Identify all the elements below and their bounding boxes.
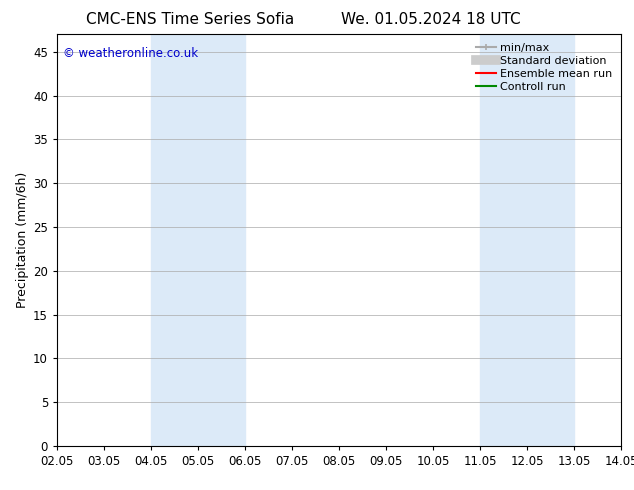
Legend: min/max, Standard deviation, Ensemble mean run, Controll run: min/max, Standard deviation, Ensemble me…: [472, 40, 616, 95]
Text: We. 01.05.2024 18 UTC: We. 01.05.2024 18 UTC: [341, 12, 521, 27]
Bar: [480, 34, 574, 446]
Text: © weatheronline.co.uk: © weatheronline.co.uk: [63, 47, 198, 60]
Y-axis label: Precipitation (mm/6h): Precipitation (mm/6h): [16, 172, 29, 308]
Text: CMC-ENS Time Series Sofia: CMC-ENS Time Series Sofia: [86, 12, 294, 27]
Bar: [151, 34, 245, 446]
